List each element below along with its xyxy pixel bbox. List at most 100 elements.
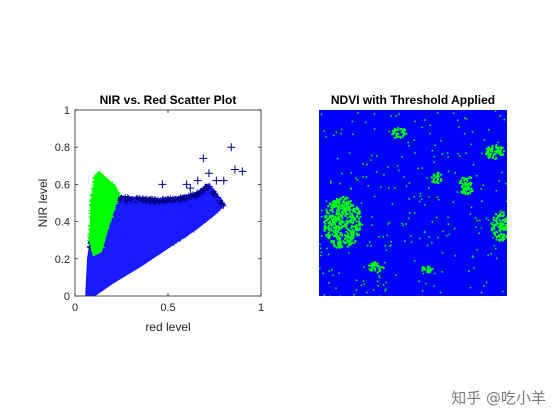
ndvi-pixel [361,224,364,226]
ndvi-pixel [340,207,343,210]
ndvi-pixel [467,177,470,180]
ndvi-pixel [346,222,349,225]
ndvi-pixel [335,200,338,203]
ndvi-pixel [344,234,346,237]
ndvi-pixel [418,200,421,203]
ndvi-pixel [337,218,340,221]
scatter-point [168,198,175,205]
scatter-plot: 0 0.5 1 0 0.2 0.4 0.6 0.8 1 NIR vs. Red Scatter … [36,93,264,334]
ndvi-pixel [470,206,473,209]
ndvi-pixel [479,219,481,222]
ndvi-pixel [485,217,488,220]
ndvi-pixel [328,222,331,224]
ndvi-pixel [347,236,350,239]
ndvi-pixel [335,235,338,237]
scatter-point [99,201,106,208]
ndvi-pixel [346,220,349,223]
ndvi-pixel [357,207,360,210]
scatter-outlier-point [212,176,221,185]
ndvi-pixel [414,120,416,123]
ndvi-pixel [498,180,500,182]
scatter-point [95,195,102,202]
scatter-point [117,196,124,203]
ndvi-pixel [495,190,498,192]
ndvi-pixel [319,267,321,270]
ndvi-pixel [425,282,427,285]
scatter-point [87,222,94,229]
ndvi-pixel [472,256,474,258]
ndvi-pixel [396,132,399,135]
ndvi-pixel [365,176,368,178]
scatter-point [146,208,153,215]
scatter-point [106,211,113,218]
scatter-point [113,198,120,205]
ndvi-pixel [323,229,326,232]
ndvi-pixel [495,144,498,147]
ndvi-pixel [447,216,449,219]
ndvi-pixel [339,223,342,226]
ndvi-pixel [345,219,348,222]
ndvi-pixel [325,226,328,229]
ndvi-pixel [382,236,385,238]
ndvi-pixel [370,265,373,268]
ndvi-pixel [421,266,424,269]
ndvi-pixel [390,244,392,246]
ndvi-pixel [336,204,339,207]
ndvi-pixel [464,193,467,195]
ndvi-pixel [487,157,490,159]
ndvi-pixel [433,173,436,176]
ndvi-pixel [402,135,404,138]
y-tick-label: 0.2 [55,254,70,266]
ndvi-pixel [434,174,437,177]
ndvi-pixel [327,253,330,256]
ndvi-pixel [337,237,340,240]
scatter-point [140,233,147,240]
ndvi-pixel [339,231,342,234]
ndvi-pixel [371,267,374,270]
ndvi-pixel [373,261,376,264]
ndvi-pixel [332,274,334,277]
scatter-point [199,212,206,219]
scatter-point [176,195,183,202]
ndvi-pixel [354,228,357,230]
ndvi-pixel [469,190,472,193]
ndvi-pixel [341,172,343,175]
ndvi-pixel [344,196,347,199]
ndvi-pixel [350,172,352,174]
ndvi-pixel [352,215,355,218]
ndvi-pixel [424,204,426,206]
ndvi-pixel [458,182,461,184]
ndvi-pixel [402,130,405,133]
scatter-point [156,242,163,249]
scatter-point [113,190,120,197]
ndvi-pixel [341,213,344,216]
ndvi-pixel [435,216,438,219]
ndvi-pixel [462,189,465,191]
ndvi-pixel [342,240,345,243]
ndvi-pixel [393,136,396,139]
ndvi-pixel [431,180,434,183]
ndvi-pixel [375,264,378,266]
x-tick-label: 0.5 [160,302,175,314]
ndvi-pixel [329,220,331,223]
ndvi-pixel [410,235,412,237]
scatter-point [195,192,202,199]
ndvi-vegetation-pixels [319,110,507,296]
ndvi-pixel [419,237,421,240]
ndvi-pixel [405,185,408,187]
ndvi-pixel [402,129,405,132]
ndvi-pixel [396,135,399,138]
scatter-point [155,223,162,230]
ndvi-pixel [353,293,355,296]
scatter-point [120,261,127,268]
ndvi-pixel [379,295,382,296]
ndvi-pixel [352,133,354,135]
ndvi-pixel [469,287,472,289]
ndvi-pixel [325,208,328,211]
scatter-point [98,244,105,251]
ndvi-pixel [428,196,430,198]
ndvi-pixel [331,218,333,221]
scatter-point [99,175,106,182]
scatter-point [127,237,134,244]
ndvi-pixel [327,205,330,208]
